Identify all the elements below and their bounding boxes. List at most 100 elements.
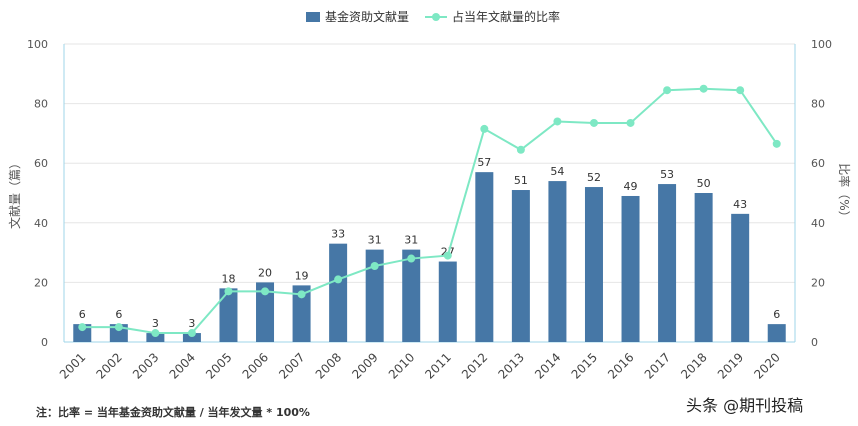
x-tick-label: 2002 <box>93 350 124 381</box>
x-tick-label: 2005 <box>203 350 234 381</box>
line-point <box>516 145 525 154</box>
x-tick-label: 2008 <box>313 350 344 381</box>
line-point <box>772 139 781 148</box>
legend-item-line[interactable]: 占当年文献量的比率 <box>425 9 560 24</box>
x-tick-label: 2007 <box>276 350 307 381</box>
y-tick-label-right: 60 <box>811 157 825 170</box>
bar-value-label: 52 <box>587 171 601 184</box>
y-axis-label-right: 比率（%） <box>837 163 852 222</box>
bar <box>511 190 530 342</box>
bar <box>402 249 421 342</box>
watermark: 头条 @期刊投稿 <box>686 396 804 415</box>
legend-swatch-bar <box>306 12 320 22</box>
bar-value-label: 6 <box>773 308 780 321</box>
bar <box>475 172 494 342</box>
line-point <box>261 287 270 296</box>
x-tick-label: 2018 <box>678 350 709 381</box>
line-point <box>736 86 745 95</box>
x-tick-label: 2017 <box>642 350 673 381</box>
bar-value-label: 50 <box>697 177 711 190</box>
bar <box>292 285 311 342</box>
legend-item-bar[interactable]: 基金资助文献量 <box>306 9 409 24</box>
line-point <box>553 117 562 126</box>
legend-label-line: 占当年文献量的比率 <box>452 9 560 24</box>
x-tick-label: 2015 <box>569 350 600 381</box>
legend: 基金资助文献量 占当年文献量的比率 <box>306 9 560 24</box>
bar-value-label: 20 <box>258 266 272 279</box>
right-axis-ticks: 0 20 40 60 80 100 <box>811 38 832 349</box>
bar <box>621 195 640 342</box>
x-tick-label: 2020 <box>751 350 782 381</box>
bar-value-label: 6 <box>115 308 122 321</box>
bar <box>438 261 457 342</box>
y-tick-label-left: 40 <box>34 217 48 230</box>
bar-value-label: 43 <box>733 198 747 211</box>
legend-swatch-marker <box>432 13 440 21</box>
x-tick-label: 2001 <box>57 350 88 381</box>
bar <box>584 187 603 342</box>
bar-value-label: 3 <box>188 317 195 330</box>
bar <box>658 184 677 342</box>
line-point <box>589 118 598 127</box>
y-tick-label-left: 0 <box>41 336 48 349</box>
bar-value-label: 18 <box>221 272 235 285</box>
bar <box>73 324 92 342</box>
y-tick-label-right: 0 <box>811 336 818 349</box>
bar-value-label: 57 <box>477 156 491 169</box>
x-tick-label: 2009 <box>349 350 380 381</box>
y-tick-label-right: 80 <box>811 98 825 111</box>
bar-value-label: 33 <box>331 228 345 241</box>
bar <box>694 193 713 342</box>
line-point <box>297 290 306 299</box>
line-point <box>114 323 123 332</box>
x-tick-label: 2003 <box>130 350 161 381</box>
bar <box>219 288 238 342</box>
y-tick-label-left: 80 <box>34 98 48 111</box>
bar <box>256 282 275 342</box>
bar-value-label: 31 <box>404 234 418 247</box>
y-tick-label-right: 20 <box>811 276 825 289</box>
bar-value-label: 19 <box>295 269 309 282</box>
bar <box>767 324 786 342</box>
line-point <box>443 251 452 260</box>
x-axis-ticks: 2001 2002 2003 2004 2005 2006 2007 2008 2009 2010… <box>57 350 783 381</box>
y-tick-label-right: 40 <box>811 217 825 230</box>
line-point <box>626 118 635 127</box>
x-tick-label: 2014 <box>532 350 563 381</box>
y-tick-label-right: 100 <box>811 38 832 51</box>
x-tick-label: 2016 <box>605 350 636 381</box>
x-tick-label: 2004 <box>167 350 198 381</box>
y-tick-label-left: 20 <box>34 276 48 289</box>
y-tick-label-left: 60 <box>34 157 48 170</box>
footnote: 注：比率 = 当年基金资助文献量 / 当年发文量 * 100% <box>36 406 310 419</box>
x-tick-label: 2013 <box>495 350 526 381</box>
gridlines <box>64 43 795 283</box>
bar-value-label: 53 <box>660 168 674 181</box>
line-point <box>407 254 416 263</box>
ratio-line <box>82 87 778 335</box>
bar-value-label: 6 <box>79 308 86 321</box>
y-axis-label-left: 文献量（篇） <box>7 157 22 229</box>
line-point <box>663 86 672 95</box>
y-tick-label-left: 100 <box>27 38 48 51</box>
bar <box>182 333 201 342</box>
line-point <box>370 262 379 271</box>
bar <box>146 333 165 342</box>
x-tick-label: 2012 <box>459 350 490 381</box>
line-point <box>699 84 708 93</box>
bar-value-label: 54 <box>550 165 564 178</box>
bar-data-labels: 66331820193331312757515452495350436 <box>79 156 780 330</box>
line-point <box>224 287 233 296</box>
bar-value-label: 51 <box>514 174 528 187</box>
bar <box>329 243 348 342</box>
line-point <box>151 329 160 338</box>
bar <box>731 213 750 342</box>
bar-series <box>73 172 786 342</box>
bar <box>548 181 567 342</box>
x-tick-label: 2019 <box>715 350 746 381</box>
bar <box>365 249 384 342</box>
line-point <box>480 124 489 133</box>
line-point <box>78 323 87 332</box>
x-tick-label: 2010 <box>386 350 417 381</box>
